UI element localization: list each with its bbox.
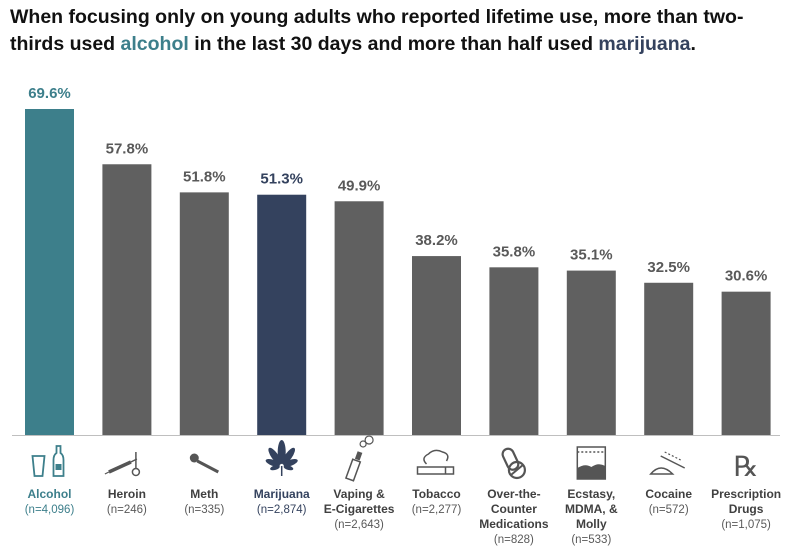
bar-ecstasy [566,270,616,435]
data-label-meth: 51.8% [183,168,226,185]
data-label-ecstasy: 35.1% [570,247,613,264]
sample-size-ecstasy: (n=533) [571,534,611,546]
bar-cocaine [644,282,694,435]
rx-symbol-icon: ℞ [734,450,759,483]
bar-tobacco [412,256,461,435]
bar-prescription [721,291,771,435]
data-label-prescription: 30.6% [725,268,768,285]
category-label-marijuana: Marijuana [254,487,310,501]
category-label-ecstasy: Molly [576,517,607,531]
category-label-cocaine: Cocaine [645,487,692,501]
category-label-vaping: E-Cigarettes [324,502,395,516]
svg-text:℞: ℞ [734,450,759,483]
sample-size-vaping: (n=2,643) [334,519,384,531]
category-label-vaping: Vaping & [333,487,385,501]
category-label-prescription: Drugs [729,502,764,516]
sample-size-overthe: (n=828) [494,534,534,546]
bar-vaping [334,201,384,435]
data-label-cocaine: 32.5% [647,259,690,276]
category-label-overthe: Counter [491,502,537,516]
category-label-heroin: Heroin [108,487,146,501]
title-highlight-alcohol: alcohol [120,33,189,55]
data-label-marijuana: 51.3% [260,171,303,188]
cocaine-lines-icon [649,451,686,475]
sample-size-tobacco: (n=2,277) [412,504,462,516]
sample-size-heroin: (n=246) [107,504,147,516]
cigarette-icon [416,449,455,475]
category-label-overthe: Medications [479,517,549,531]
chart-title: When focusing only on young adults who r… [10,6,744,55]
sample-size-prescription: (n=1,075) [721,519,771,531]
data-label-heroin: 57.8% [106,140,149,157]
pills-icon [501,447,527,480]
data-label-vaping: 49.9% [338,177,381,194]
powder-bag-icon [576,446,607,480]
bar-overthe [489,267,539,435]
bar-meth [179,192,229,435]
title-highlight-marijuana: marijuana [598,33,691,55]
bar-marijuana [257,194,307,435]
category-label-ecstasy: Ecstasy, [567,487,615,501]
sample-size-alcohol: (n=4,096) [25,504,75,516]
data-label-overthe: 35.8% [493,243,536,260]
category-label-alcohol: Alcohol [28,487,72,501]
bar-alcohol [25,109,74,435]
sample-size-marijuana: (n=2,874) [257,504,307,516]
category-label-tobacco: Tobacco [412,487,460,501]
syringe-icon [104,452,141,477]
cannabis-leaf-icon [265,440,298,476]
sample-size-meth: (n=335) [184,504,224,516]
vape-pen-icon [344,435,374,482]
category-label-meth: Meth [190,487,218,501]
bottle-and-glass-icon [31,445,65,477]
category-label-prescription: Prescription [711,487,781,501]
category-label-ecstasy: MDMA, & [565,502,618,516]
data-label-tobacco: 38.2% [415,232,458,249]
data-label-alcohol: 69.6% [28,85,71,102]
sample-size-cocaine: (n=572) [649,504,689,516]
meth-pipe-icon [189,453,219,474]
category-label-overthe: Over-the- [487,487,540,501]
bar-heroin [102,164,152,435]
